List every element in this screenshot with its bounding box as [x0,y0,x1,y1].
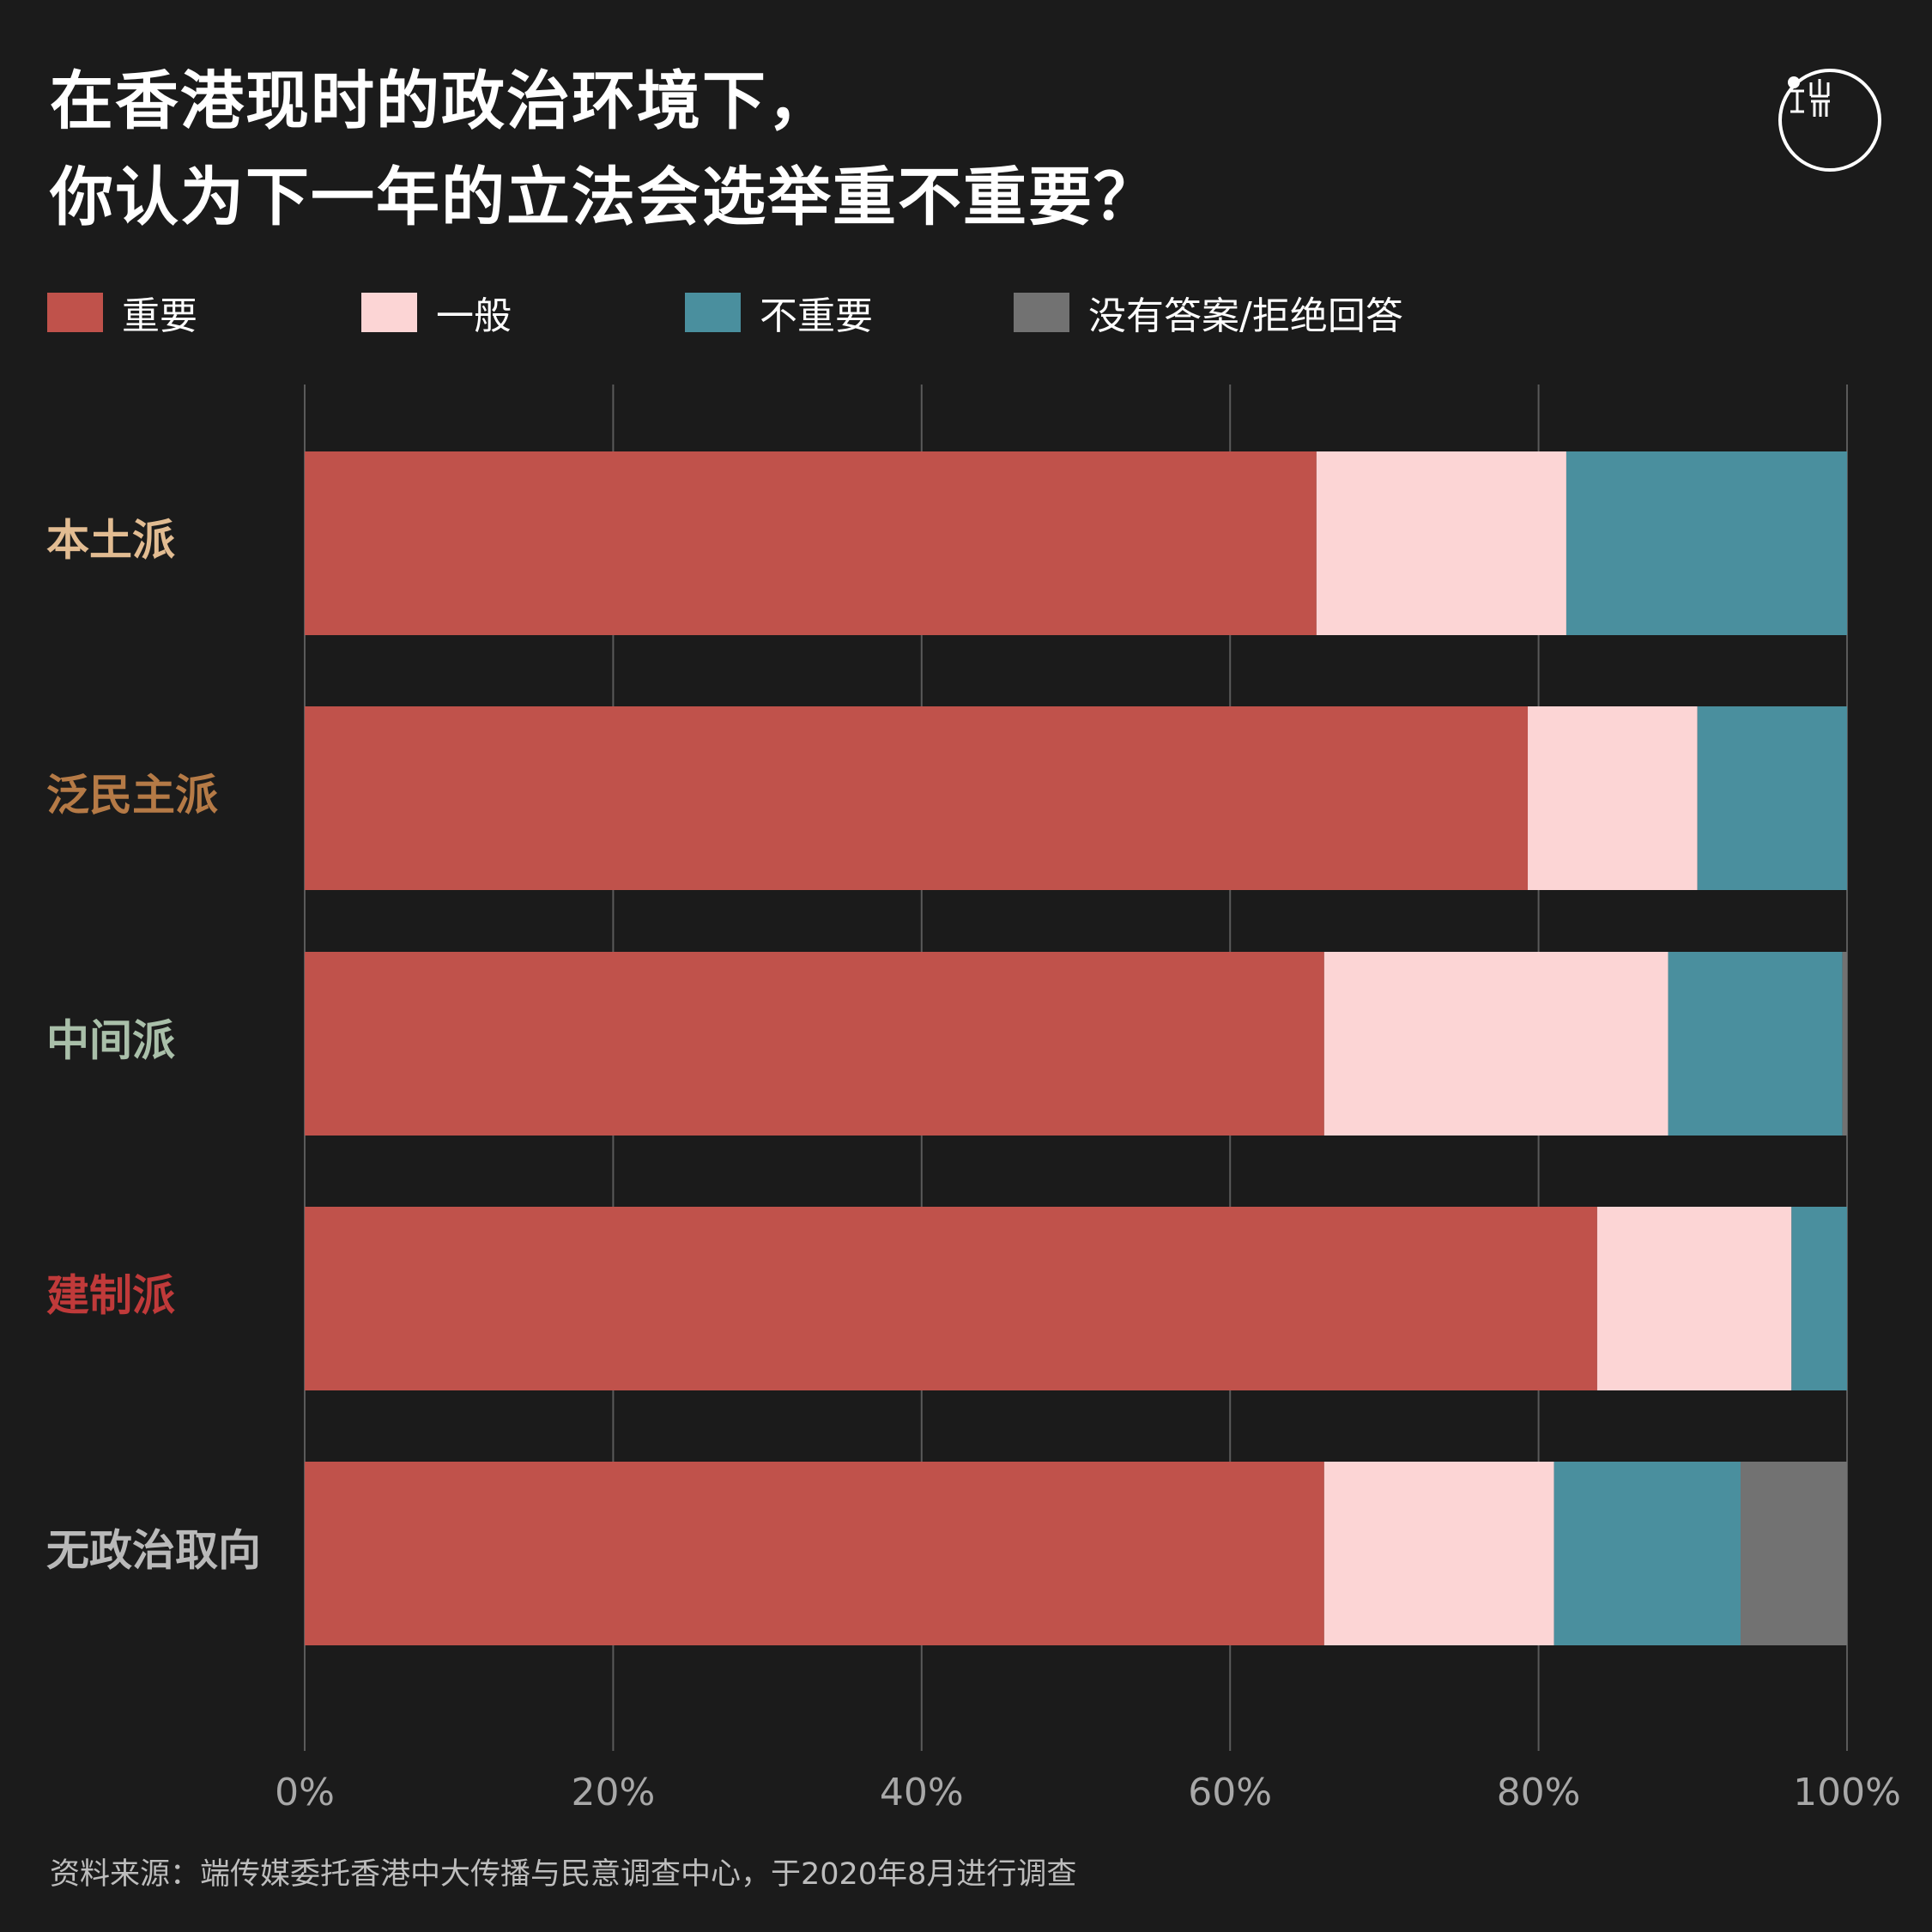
legend-swatch [685,293,741,332]
bar-segment [1842,952,1847,1136]
x-tick-label: 0% [275,1771,335,1814]
x-tick-label: 20% [572,1771,656,1814]
legend-item: 一般 [361,285,512,340]
title-line-2: 你认为下一年的立法会选举重不重要？ [50,160,1159,234]
source-note: 资料来源：端传媒委托香港中大传播与民意调查中心，于2020年8月进行调查 [50,1857,1077,1892]
bar-segment [1697,706,1847,890]
bar-segment [1791,1207,1847,1390]
bar-segment [1528,706,1698,890]
legend-label: 重要 [122,294,197,338]
x-tick-label: 80% [1497,1771,1581,1814]
bar-segment [305,1207,1597,1390]
category-label: 本土派 [46,516,175,566]
bar-segment [1316,451,1566,635]
bar-segment [1323,952,1669,1136]
legend-label: 没有答案/拒绝回答 [1088,294,1403,338]
bar-segment [305,706,1529,890]
bar-segment [1668,952,1843,1136]
bar-segment [1596,1207,1792,1390]
title-line-1: 在香港现时的政治环境下， [50,64,833,138]
category-label: 建制派 [46,1271,175,1321]
legend-item: 没有答案/拒绝回答 [1014,285,1403,340]
category-label: 无政治取向 [46,1526,261,1576]
legend-item: 不重要 [685,285,873,340]
bar-segment [305,451,1317,635]
legend-label: 不重要 [760,294,873,338]
bar-segment [1323,1462,1554,1645]
category-label: 泛民主派 [46,771,218,821]
legend-label: 一般 [436,294,512,338]
chart-title: 在香港现时的政治环境下， 你认为下一年的立法会选举重不重要？ [50,53,1159,245]
x-tick-label: 40% [880,1771,964,1814]
bar-segment [1566,451,1847,635]
legend-swatch [47,293,103,332]
initium-logo-icon [1778,69,1881,172]
legend-swatch [361,293,417,332]
bar-segment [1741,1462,1847,1645]
bar-segment [305,952,1324,1136]
category-label: 中间派 [46,1016,175,1066]
legend-swatch [1014,293,1069,332]
x-tick-label: 60% [1188,1771,1272,1814]
legend-item: 重要 [47,285,197,340]
chart-legend: 重要 一般 不重要 没有答案/拒绝回答 [47,285,1506,338]
x-tick-label: 100% [1793,1771,1901,1814]
bar-segment [305,1462,1324,1645]
bar-segment [1553,1462,1741,1645]
